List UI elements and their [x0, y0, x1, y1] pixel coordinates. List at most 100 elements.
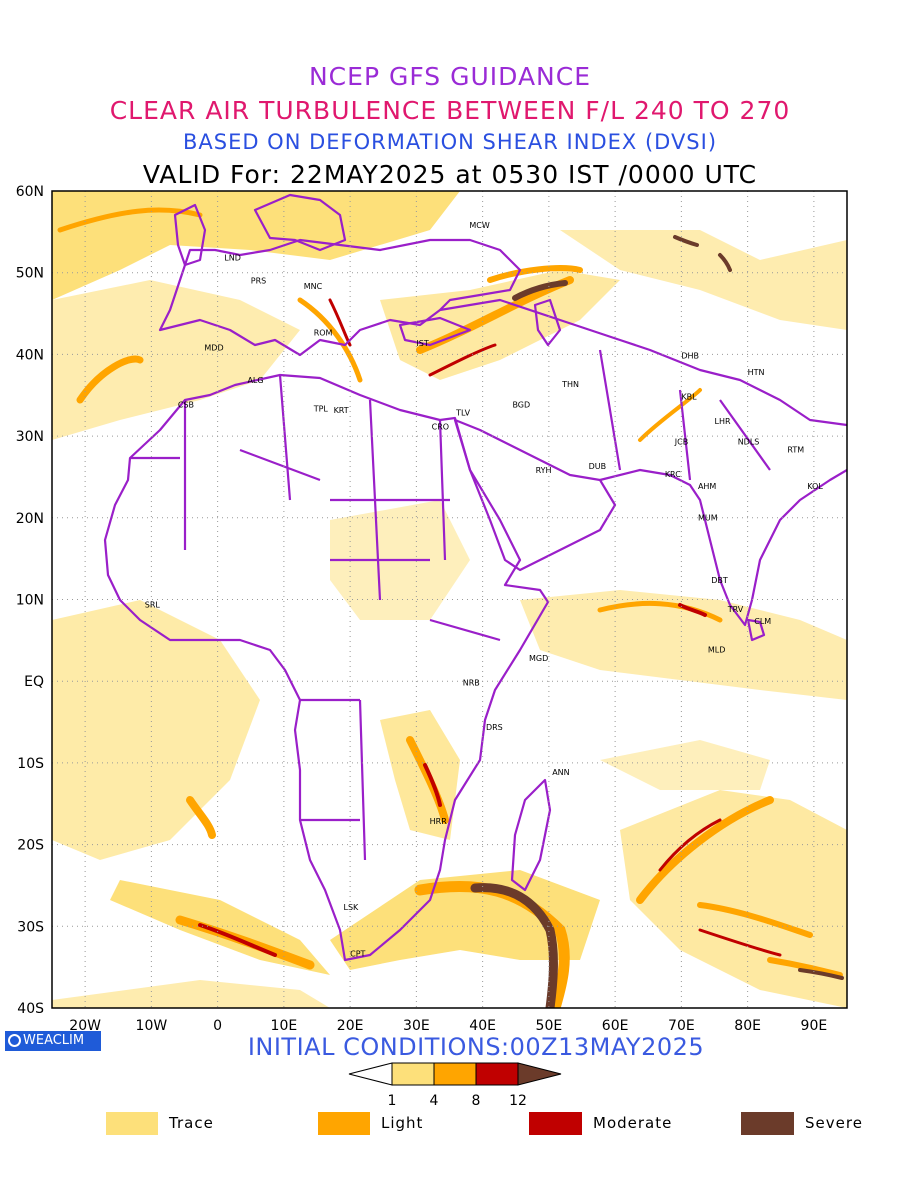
longitude-label: 50E [536, 1018, 563, 1034]
country-borders [103, 193, 847, 962]
city-label: LND [224, 253, 241, 262]
longitude-label: 90E [801, 1018, 828, 1034]
city-label: KBL [681, 392, 697, 401]
latitude-label: 30S [17, 919, 44, 935]
grid-lines [52, 191, 847, 1008]
initial-conditions: INITIAL CONDITIONS:00Z13MAY2025 [247, 1033, 705, 1061]
legend-label-trace: Trace [169, 1114, 214, 1132]
city-label: DBT [711, 576, 728, 585]
city-label: DUB [589, 462, 607, 471]
latitude-label: 20N [16, 511, 44, 527]
colorbar-tick: 4 [430, 1093, 439, 1109]
map-frame [51, 190, 848, 1009]
inner-borders [130, 349, 771, 861]
city-label: TPL [313, 405, 329, 414]
badge-label: WEACLIM [23, 1033, 85, 1048]
longitude-labels: 20W 10W 0 10E 20E 30E 40E 50E 60E 70E 80E 90E [69, 1018, 827, 1034]
legend-swatch-severe [741, 1112, 794, 1135]
city-label: DHB [681, 351, 699, 360]
black-sea-outline [398, 316, 472, 347]
city-label: BGD [512, 401, 530, 410]
city-label: AHM [698, 482, 716, 491]
city-label: MCW [469, 221, 489, 230]
latitude-label: 30N [16, 429, 44, 445]
latitude-labels: 60N 50N 40N 30N 20N 10N EQ 10S 20S 30S 40S [16, 184, 44, 1017]
colorbar-tick: 12 [509, 1093, 527, 1109]
latitude-label: 60N [16, 184, 44, 200]
colorbar: 1 4 8 12 [348, 1062, 562, 1109]
city-label: SRL [145, 601, 161, 610]
city-label: ANN [552, 768, 569, 777]
legend-label-moderate: Moderate [593, 1114, 673, 1132]
title-line-1: NCEP GFS GUIDANCE [308, 62, 591, 91]
city-label: MGD [529, 654, 548, 663]
city-label: TLV [455, 409, 470, 418]
srilanka-outline [746, 618, 766, 642]
arabia-outline [453, 418, 617, 572]
asia-lower-outline [599, 468, 847, 627]
legend-swatch-trace [106, 1112, 158, 1135]
trace-areas [52, 191, 847, 1008]
madagascar-outline [510, 778, 552, 892]
city-label: HTN [748, 368, 765, 377]
city-label: RTM [787, 445, 804, 454]
city-label: CRO [432, 423, 449, 432]
city-label: KRC [665, 470, 681, 479]
longitude-label: 80E [734, 1018, 761, 1034]
severe-areas [470, 235, 844, 1008]
weaclim-badge: WEACLIM [5, 1031, 101, 1051]
city-label: KOL [807, 482, 823, 491]
longitude-label: 60E [602, 1018, 629, 1034]
colorbar-moderate-segment [475, 1062, 519, 1086]
colorbar-severe-arrow [517, 1062, 562, 1086]
city-label: PRS [251, 276, 266, 285]
legend-label-severe: Severe [805, 1114, 863, 1132]
europe-outline [158, 238, 522, 357]
city-label: LHR [715, 417, 731, 426]
colorbar-tick: 8 [472, 1093, 481, 1109]
longitude-label: 0 [213, 1018, 222, 1034]
city-labels: MCW LND PRS MNC ROM MDD IST ALG CSB TPL KRT TLV CRO B… [145, 221, 824, 959]
legend-swatch-light [318, 1112, 370, 1135]
map-area [52, 191, 847, 1008]
city-label: THN [561, 380, 579, 389]
city-label: RYH [536, 466, 552, 475]
caspian-outline [533, 298, 562, 347]
city-label: ROM [314, 329, 333, 338]
city-label: IST [416, 339, 428, 348]
colorbar-low-arrow [348, 1062, 393, 1086]
city-label: CPT [350, 950, 365, 959]
weaclim-logo-icon [8, 1034, 21, 1047]
latitude-label: 50N [16, 266, 44, 282]
city-label: CSB [178, 401, 194, 410]
colorbar-light-segment [433, 1062, 477, 1086]
africa-outline [103, 373, 550, 962]
city-label: TRV [727, 605, 744, 614]
latitude-label: 40N [16, 347, 44, 363]
britain-outline [173, 203, 207, 267]
latitude-label: 10S [17, 756, 44, 772]
latitude-label: 10N [16, 593, 44, 609]
longitude-label: 20W [69, 1018, 101, 1034]
city-label: CLM [754, 617, 771, 626]
legend-label-light: Light [381, 1114, 424, 1132]
city-label: LSK [344, 903, 360, 912]
title-line-3: BASED ON DEFORMATION SHEAR INDEX (DVSI) [182, 130, 718, 154]
legend-swatch-moderate [529, 1112, 582, 1135]
longitude-label: 40E [469, 1018, 496, 1034]
title-line-2: CLEAR AIR TURBULENCE BETWEEN F/L 240 TO … [109, 96, 791, 125]
colorbar-trace-segment [391, 1062, 435, 1086]
asia-outline [439, 298, 847, 427]
longitude-label: 20E [337, 1018, 364, 1034]
longitude-label: 70E [668, 1018, 695, 1034]
latitude-label: EQ [24, 674, 44, 690]
city-label: MDD [204, 343, 223, 352]
city-label: MLD [708, 646, 726, 655]
city-label: ALG [247, 376, 263, 385]
city-label: KRT [334, 406, 349, 415]
colorbar-tick: 1 [388, 1093, 397, 1109]
scandinavia-outline [253, 193, 347, 252]
city-label: MUM [698, 513, 718, 522]
longitude-label: 10E [271, 1018, 298, 1034]
